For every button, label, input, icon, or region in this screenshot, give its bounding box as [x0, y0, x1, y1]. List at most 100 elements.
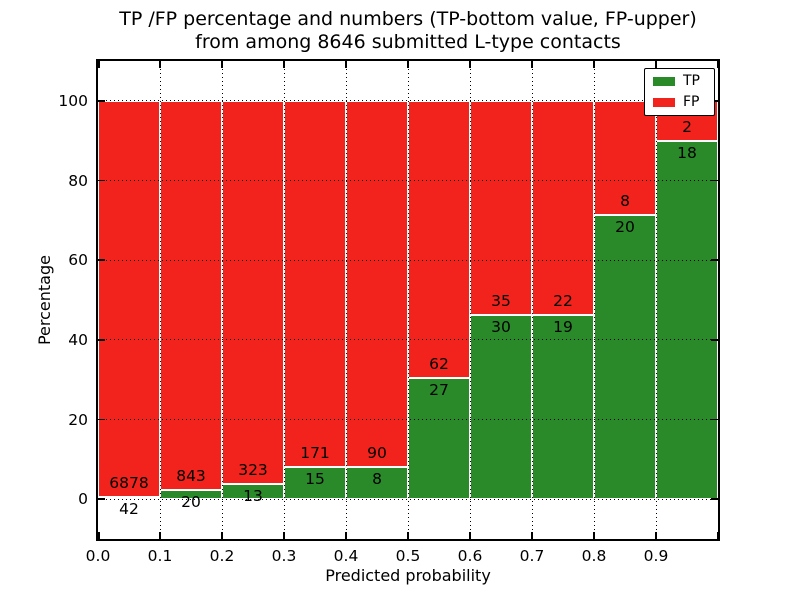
- bar-fp-segment: [470, 100, 532, 316]
- fp-count-label: 2: [682, 117, 692, 136]
- x-tick-mark: [593, 61, 595, 68]
- tp-count-label: 18: [677, 143, 697, 162]
- x-tick-mark: [716, 532, 718, 539]
- x-tick-label: 0.7: [519, 547, 545, 565]
- plot-area: 6878 42 843 20 323 13 171 15 90 8 62 27 35 30 22 19 8 20 2…: [96, 59, 720, 541]
- y-tick-mark: [711, 179, 718, 182]
- y-tick-label: 100: [58, 91, 88, 110]
- fp-count-label: 843: [176, 466, 206, 485]
- y-tick-mark: [98, 418, 105, 421]
- bar-fp-segment: [222, 100, 284, 484]
- v-gridline: [283, 61, 285, 539]
- y-tick-label: 0: [78, 490, 88, 509]
- v-gridline: [655, 61, 657, 539]
- bar-tp-segment: [656, 140, 718, 500]
- legend-label-fp: FP: [683, 94, 700, 110]
- x-tick-label: 0.9: [643, 547, 669, 565]
- bar-fp-segment: [160, 100, 222, 490]
- v-gridline: [345, 61, 347, 539]
- tp-count-label: 20: [615, 217, 635, 236]
- v-gridline: [469, 61, 471, 539]
- x-tick-label: 0.8: [581, 547, 607, 565]
- y-tick-mark: [98, 259, 105, 261]
- x-tick-mark: [159, 532, 161, 539]
- v-gridline: [221, 61, 223, 539]
- y-tick-mark: [711, 498, 718, 500]
- chart-title-line2: from among 8646 submitted L-type contact…: [195, 31, 621, 53]
- legend-swatch-tp: [653, 77, 675, 86]
- legend: TP FP: [644, 68, 715, 116]
- plot-inner: 6878 42 843 20 323 13 171 15 90 8 62 27 35 30 22 19 8 20 2…: [98, 61, 718, 539]
- bar-fp-segment: [408, 100, 470, 379]
- x-tick-mark: [98, 532, 100, 539]
- legend-swatch-fp: [653, 98, 675, 107]
- tp-count-label: 27: [429, 381, 449, 400]
- fp-count-label: 323: [238, 460, 268, 479]
- tp-count-label: 30: [491, 318, 511, 337]
- bar-fp-segment: [532, 100, 594, 315]
- fp-count-label: 90: [367, 443, 387, 462]
- fp-count-label: 62: [429, 355, 449, 374]
- fp-count-label: 6878: [109, 473, 149, 492]
- x-tick-mark: [407, 61, 409, 68]
- x-tick-label: 0.2: [209, 547, 235, 565]
- x-tick-mark: [98, 61, 100, 68]
- y-tick-mark: [711, 339, 718, 341]
- x-tick-label: 0.0: [85, 547, 111, 565]
- tp-count-label: 20: [181, 492, 201, 511]
- legend-entry-fp: FP: [645, 94, 714, 110]
- x-tick-mark: [716, 61, 718, 68]
- tp-count-label: 15: [305, 470, 325, 489]
- bar-fp-segment: [284, 100, 346, 468]
- x-tick-mark: [345, 532, 347, 539]
- y-tick-mark: [98, 339, 105, 341]
- x-tick-mark: [531, 532, 533, 539]
- x-tick-mark: [283, 61, 285, 68]
- v-gridline: [159, 61, 161, 539]
- bar-tp-segment: [532, 314, 594, 500]
- tp-count-label: 42: [119, 499, 139, 518]
- x-tick-label: 0.3: [271, 547, 297, 565]
- x-tick-mark: [345, 61, 347, 68]
- x-tick-label: 0.6: [457, 547, 483, 565]
- tp-count-label: 19: [553, 317, 573, 336]
- chart-title-line1: TP /FP percentage and numbers (TP-bottom…: [119, 8, 697, 30]
- fp-count-label: 171: [300, 444, 330, 463]
- x-tick-mark: [159, 61, 161, 68]
- y-tick-mark: [98, 100, 105, 102]
- x-tick-mark: [469, 532, 471, 539]
- tp-count-label: 13: [243, 486, 263, 505]
- x-tick-mark: [407, 532, 409, 539]
- y-tick-label: 40: [68, 330, 88, 349]
- v-gridline: [407, 61, 409, 539]
- bar-tp-segment: [470, 315, 532, 500]
- bar-tp-segment: [408, 378, 470, 500]
- x-tick-label: 0.1: [147, 547, 173, 565]
- bar-fp-segment: [98, 100, 160, 497]
- bar-tp-segment: [346, 466, 408, 500]
- bar-tp-segment: [594, 214, 656, 500]
- x-tick-mark: [593, 532, 595, 539]
- y-tick-mark: [98, 498, 105, 500]
- x-tick-label: 0.5: [395, 547, 421, 565]
- y-tick-label: 80: [68, 171, 88, 190]
- legend-label-tp: TP: [683, 73, 700, 89]
- x-tick-mark: [283, 532, 285, 539]
- x-tick-mark: [221, 61, 223, 68]
- x-axis-label: Predicted probability: [325, 566, 491, 585]
- y-tick-label: 60: [68, 251, 88, 270]
- fp-count-label: 22: [553, 291, 573, 310]
- fp-count-label: 35: [491, 292, 511, 311]
- fp-count-label: 8: [620, 191, 630, 210]
- tp-count-label: 8: [372, 469, 382, 488]
- y-tick-mark: [711, 259, 718, 261]
- x-tick-mark: [221, 532, 223, 539]
- x-tick-mark: [469, 61, 471, 68]
- y-tick-mark: [98, 179, 105, 182]
- x-tick-mark: [655, 61, 657, 68]
- x-tick-label: 0.4: [333, 547, 359, 565]
- y-tick-mark: [711, 418, 718, 421]
- bar-fp-segment: [346, 100, 408, 467]
- y-axis-label: Percentage: [35, 255, 54, 346]
